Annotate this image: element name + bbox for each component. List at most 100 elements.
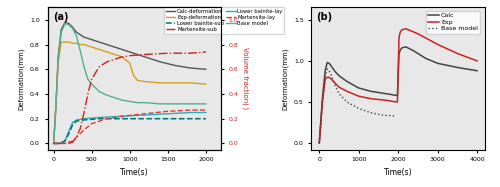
Lower bainite-sub bbox=[70, 124, 75, 126]
Lower bainite-lay bbox=[74, 119, 80, 121]
Martensite-sub bbox=[104, 61, 110, 63]
Exp-deformation bbox=[157, 82, 163, 84]
Martensite-sub bbox=[142, 53, 148, 56]
Line: Calc: Calc bbox=[320, 47, 477, 143]
Exp bbox=[328, 78, 334, 80]
Calc-deformation bbox=[62, 21, 68, 23]
Calc-deformation bbox=[134, 53, 140, 56]
Calc bbox=[394, 94, 400, 96]
Text: (a): (a) bbox=[52, 12, 68, 22]
Exp bbox=[356, 95, 362, 97]
Exp-deformation bbox=[203, 83, 209, 85]
Martensite-lay bbox=[74, 136, 80, 138]
Calc bbox=[393, 94, 399, 96]
Lower bainite-sub bbox=[81, 119, 87, 121]
Base model bbox=[126, 100, 132, 102]
Line: Lower bainite-lay: Lower bainite-lay bbox=[54, 113, 206, 143]
Exp bbox=[415, 33, 421, 35]
Martensite-sub bbox=[81, 111, 87, 114]
Text: (b): (b) bbox=[316, 12, 332, 22]
Lower bainite-sub bbox=[165, 118, 171, 120]
Martensite-lay bbox=[81, 129, 87, 131]
Base model bbox=[324, 68, 330, 70]
Martensite-sub bbox=[70, 141, 75, 143]
Exp bbox=[394, 101, 400, 103]
Base model bbox=[77, 50, 83, 52]
Base model bbox=[58, 31, 64, 33]
Base model bbox=[336, 93, 342, 95]
Calc bbox=[384, 93, 390, 95]
Calc bbox=[396, 53, 402, 55]
Calc-deformation bbox=[104, 43, 110, 46]
Exp-deformation bbox=[66, 41, 72, 43]
Calc-deformation bbox=[188, 67, 194, 69]
Exp bbox=[434, 43, 440, 46]
Base model bbox=[81, 66, 87, 68]
Exp-deformation bbox=[62, 41, 68, 43]
Base model bbox=[157, 103, 163, 105]
Calc bbox=[423, 57, 429, 59]
Exp-deformation bbox=[134, 79, 140, 82]
Base model bbox=[53, 108, 59, 110]
Martensite-lay bbox=[203, 109, 209, 111]
Base model bbox=[85, 78, 91, 80]
Lower bainite-sub bbox=[50, 142, 56, 145]
Calc-deformation bbox=[70, 26, 75, 28]
Base model bbox=[188, 103, 194, 105]
Exp bbox=[368, 98, 374, 100]
Exp bbox=[397, 31, 403, 33]
Exp bbox=[384, 99, 390, 101]
Exp bbox=[403, 28, 409, 30]
Calc bbox=[403, 46, 409, 48]
Exp bbox=[393, 101, 399, 103]
Calc-deformation bbox=[157, 61, 163, 63]
Calc-deformation bbox=[74, 31, 80, 33]
Lower bainite-lay bbox=[81, 118, 87, 120]
Exp bbox=[320, 101, 326, 103]
Exp-deformation bbox=[50, 142, 56, 145]
Base model bbox=[50, 142, 56, 145]
Base model bbox=[322, 75, 328, 77]
Base model bbox=[380, 114, 386, 116]
Exp-deformation bbox=[53, 105, 59, 108]
Exp-deformation bbox=[96, 48, 102, 51]
Base model bbox=[74, 35, 80, 37]
Base model bbox=[326, 70, 332, 72]
Exp bbox=[322, 78, 328, 80]
Lower bainite-sub bbox=[56, 142, 62, 145]
Exp-deformation bbox=[126, 62, 132, 64]
Lower bainite-lay bbox=[56, 142, 62, 145]
Calc-deformation bbox=[81, 36, 87, 38]
Exp bbox=[332, 82, 338, 84]
Lower bainite-lay bbox=[188, 111, 194, 114]
Calc bbox=[326, 62, 332, 65]
Calc bbox=[332, 70, 338, 73]
Base model bbox=[134, 102, 140, 104]
Calc bbox=[328, 65, 334, 67]
Martensite-sub bbox=[126, 55, 132, 57]
Exp-deformation bbox=[55, 62, 61, 64]
Calc-deformation bbox=[88, 39, 94, 41]
Lower bainite-sub bbox=[188, 118, 194, 120]
Base model bbox=[356, 107, 362, 110]
Martensite-sub bbox=[203, 51, 209, 53]
Line: Exp: Exp bbox=[320, 29, 477, 143]
Calc bbox=[322, 70, 328, 72]
Martensite-sub bbox=[66, 142, 72, 145]
Exp bbox=[316, 142, 322, 144]
Base model bbox=[344, 101, 350, 103]
Lower bainite-lay bbox=[62, 140, 68, 142]
Lower bainite-lay bbox=[165, 113, 171, 115]
Calc bbox=[411, 50, 417, 52]
Base model bbox=[70, 27, 75, 30]
Exp bbox=[324, 76, 330, 78]
Exp bbox=[336, 86, 342, 88]
Exp bbox=[399, 29, 405, 31]
Lower bainite-lay bbox=[96, 116, 102, 119]
Calc bbox=[454, 66, 460, 69]
Martensite-sub bbox=[62, 142, 68, 145]
Calc-deformation bbox=[142, 56, 148, 58]
Exp-deformation bbox=[70, 42, 75, 45]
Base model bbox=[203, 103, 209, 105]
Martensite-sub bbox=[77, 128, 83, 130]
